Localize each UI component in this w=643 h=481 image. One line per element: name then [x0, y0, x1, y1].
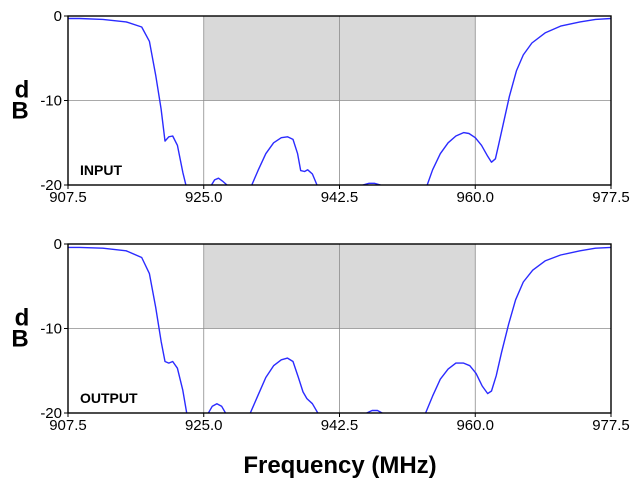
y-tick-label: -20 [40, 177, 62, 194]
panel-input: 907.5 925.0 942.5 960.0 977.5 0 -10 -20 dB INPUT [11, 8, 629, 206]
x-tick-label: 907.5 [49, 417, 87, 434]
response-curve [68, 17, 187, 185]
response-curve [426, 17, 611, 185]
y-axis-label-bottom: B [11, 326, 28, 353]
y-tick-label: 0 [54, 8, 62, 25]
x-tick-label: 960.0 [456, 417, 494, 434]
response-curve [251, 136, 318, 185]
y-axis-label-top: d [15, 77, 30, 104]
response-curve [210, 177, 228, 185]
panel-label: OUTPUT [80, 390, 138, 406]
x-tick-label: 977.5 [592, 189, 630, 206]
y-axis-label-bottom: B [11, 98, 28, 125]
panel-output: 907.5 925.0 942.5 960.0 977.5 0 -10 -20 dB OUTPUT [11, 236, 629, 434]
x-tick-label: 977.5 [592, 417, 630, 434]
panel-label: INPUT [80, 162, 122, 178]
x-tick-label: 907.5 [49, 189, 87, 206]
response-curve [424, 246, 611, 413]
x-tick-label: 925.0 [185, 189, 223, 206]
y-axis-label-top: d [15, 305, 30, 332]
response-curve [362, 182, 381, 185]
x-tick-label: 942.5 [321, 417, 359, 434]
y-tick-label: -10 [40, 321, 62, 338]
y-tick-label: -20 [40, 405, 62, 422]
y-tick-label: -10 [40, 93, 62, 110]
response-curve [249, 357, 319, 413]
x-tick-label: 960.0 [456, 189, 494, 206]
response-curve [68, 246, 188, 413]
y-tick-label: 0 [54, 236, 62, 253]
x-tick-label: 925.0 [185, 417, 223, 434]
x-tick-label: 942.5 [321, 189, 359, 206]
x-axis-title: Frequency (MHz) [243, 452, 436, 479]
response-curve [207, 403, 227, 413]
response-curve [366, 409, 383, 413]
